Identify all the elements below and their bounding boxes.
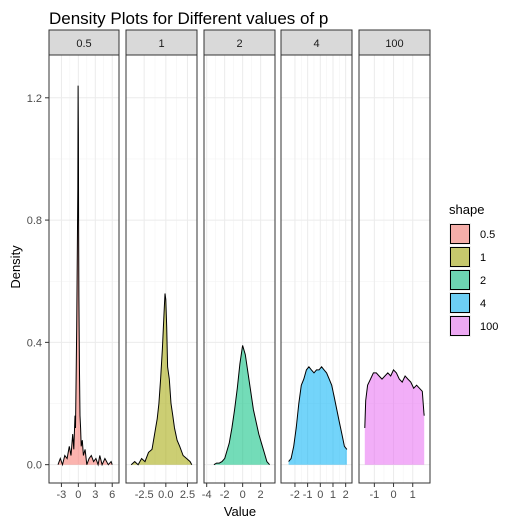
- x-tick-label: 0: [240, 489, 246, 501]
- x-tick-label: 6: [109, 489, 115, 501]
- density-line-100: [364, 369, 425, 429]
- legend-swatch: [450, 224, 470, 244]
- legend-swatch: [450, 247, 470, 267]
- x-tick-label: 2.5: [180, 489, 195, 501]
- facet-strip-label: 2: [236, 38, 242, 50]
- legend: shape 0.5 1 2 4 100: [449, 202, 498, 337]
- x-tick-label: 2: [258, 489, 264, 501]
- y-tick-label: 0.8: [27, 215, 42, 227]
- x-tick-label: 3: [92, 489, 98, 501]
- x-tick-label: -1: [303, 489, 313, 501]
- panel-border: [358, 54, 431, 484]
- x-tick-label: 2: [343, 489, 349, 501]
- facet-strip-label: 1: [158, 38, 164, 50]
- x-tick-label: -2.5: [135, 489, 154, 501]
- y-tick-label: 0.0: [27, 460, 42, 472]
- chart-title: Density Plots for Different values of p: [49, 9, 328, 28]
- legend-item-1: 1: [449, 246, 486, 268]
- legend-label: 2: [480, 275, 486, 287]
- density-area-4: [288, 366, 347, 465]
- density-area-100: [364, 369, 425, 465]
- x-tick-label: -4: [202, 489, 212, 501]
- legend-item-4: 4: [449, 292, 486, 314]
- density-line-0.5: [57, 85, 113, 467]
- x-tick-label: 0: [317, 489, 323, 501]
- panel-border: [125, 54, 198, 484]
- x-tick-label: -2: [220, 489, 230, 501]
- legend-swatch: [450, 270, 470, 290]
- panel-border: [48, 54, 120, 484]
- x-tick-label: 1: [330, 489, 336, 501]
- y-axis: 0.0 0.4 0.8 1.2: [27, 93, 49, 472]
- density-line-1: [130, 293, 193, 466]
- legend-label: 1: [480, 252, 486, 264]
- facet-panel-100: 100 -1 0 1: [358, 29, 431, 501]
- x-tick-label: 1: [410, 489, 416, 501]
- y-axis-title: Density: [8, 245, 23, 289]
- x-tick-label: 0: [390, 489, 396, 501]
- panel-border: [203, 54, 276, 484]
- x-tick-label: -1: [369, 489, 379, 501]
- density-line-4: [288, 366, 348, 462]
- facet-strip-label: 100: [385, 38, 403, 50]
- legend-item-0.5: 0.5: [449, 223, 495, 245]
- facet-strip: [203, 29, 276, 56]
- facet-strip: [358, 29, 431, 56]
- facet-panel-0.5: 0.5 -3 0 3 6: [48, 29, 120, 501]
- y-tick-label: 1.2: [27, 93, 42, 105]
- x-tick-label: 0.0: [158, 489, 173, 501]
- facet-strip: [48, 29, 120, 56]
- facet-strip: [280, 29, 353, 56]
- facet-panel-2: 2-4 -2 0 2: [202, 29, 276, 501]
- legend-item-2: 2: [449, 269, 486, 291]
- x-tick-label: -3: [57, 489, 67, 501]
- facet-strip-label: 4: [313, 38, 319, 50]
- y-tick-label: 0.4: [27, 337, 42, 349]
- legend-swatch: [450, 316, 470, 336]
- legend-title: shape: [449, 202, 484, 217]
- facet-strip: [125, 29, 198, 56]
- legend-label: 0.5: [480, 229, 495, 241]
- density-area-1: [131, 293, 192, 465]
- facet-strip-label: 0.5: [76, 38, 91, 50]
- facet-panel-1: 1 -2.5 0.0 2.5: [125, 29, 198, 501]
- legend-swatch: [450, 293, 470, 313]
- density-line-2: [213, 345, 270, 466]
- x-axis-title: Value: [224, 504, 256, 519]
- facet-panel-4: 4 -2 -1 0 1 2: [280, 29, 353, 501]
- density-area-2: [213, 345, 270, 465]
- legend-label: 4: [480, 298, 486, 310]
- panel-border: [280, 54, 353, 484]
- legend-label: 100: [480, 321, 498, 333]
- x-tick-label: 0: [75, 489, 81, 501]
- x-tick-label: -2: [290, 489, 300, 501]
- legend-item-100: 100: [449, 315, 498, 337]
- panel-background: [49, 55, 119, 483]
